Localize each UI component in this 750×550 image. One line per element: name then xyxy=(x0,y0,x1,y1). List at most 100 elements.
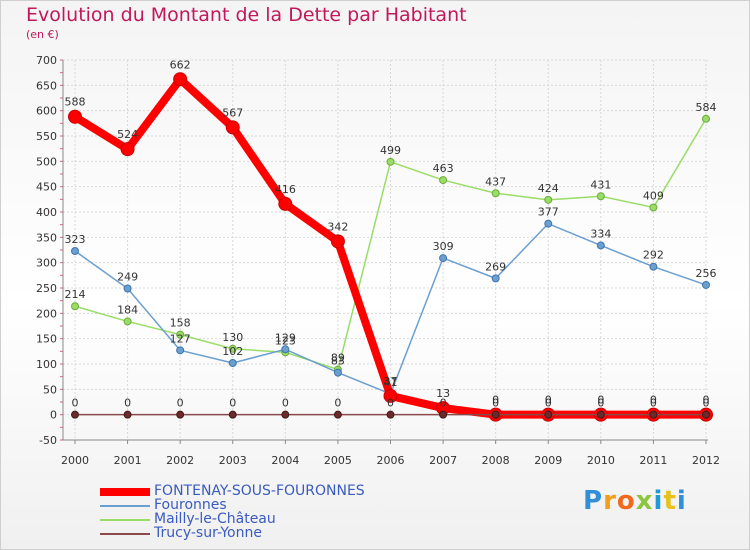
data-label-trucy: 0 xyxy=(124,397,131,410)
proxiti-logo: Proxiti xyxy=(583,486,687,516)
x-tick-label: 2003 xyxy=(219,454,247,467)
data-label-fouronnes: 334 xyxy=(590,227,611,240)
y-tick-label: 0 xyxy=(50,409,57,422)
data-point-trucy xyxy=(123,410,132,419)
logo-letter: x xyxy=(635,486,654,516)
data-label-trucy: 0 xyxy=(597,397,604,410)
y-tick-label: 250 xyxy=(36,282,57,295)
data-point-trucy xyxy=(281,410,290,419)
data-label-mailly: 437 xyxy=(485,175,506,188)
data-label-mailly: 123 xyxy=(275,334,296,347)
x-tick-label: 2004 xyxy=(271,454,299,467)
y-tick-label: 100 xyxy=(36,358,57,371)
data-point-fontenay xyxy=(330,234,345,249)
y-tick-label: 450 xyxy=(36,181,57,194)
logo-letter: i xyxy=(676,486,687,516)
data-label-trucy: 0 xyxy=(703,397,710,410)
data-label-trucy: 0 xyxy=(387,397,394,410)
data-point-mailly xyxy=(123,317,132,326)
data-label-fontenay: 13 xyxy=(436,387,450,400)
data-label-fontenay: 0 xyxy=(597,394,604,407)
data-label-fouronnes: 102 xyxy=(222,345,243,358)
y-tick-label: 400 xyxy=(36,206,57,219)
legend-swatch-trucy xyxy=(100,533,150,535)
data-point-fouronnes xyxy=(176,346,185,355)
data-label-trucy: 0 xyxy=(282,397,289,410)
legend: FONTENAY-SOUS-FOURONNES Fouronnes Mailly… xyxy=(100,483,420,541)
legend-item-fontenay: FONTENAY-SOUS-FOURONNES xyxy=(100,483,420,499)
data-point-fouronnes xyxy=(228,358,237,367)
y-tick-label: 350 xyxy=(36,231,57,244)
x-tick-label: 2005 xyxy=(324,454,352,467)
data-point-trucy xyxy=(386,410,395,419)
logo-letter: o xyxy=(616,486,636,516)
legend-label-fouronnes: Fouronnes xyxy=(154,497,227,513)
data-label-mailly: 431 xyxy=(590,178,611,191)
legend-item-fouronnes: Fouronnes xyxy=(100,497,420,513)
data-point-fouronnes xyxy=(123,284,132,293)
data-point-fouronnes xyxy=(491,274,500,283)
x-tick-label: 2002 xyxy=(166,454,194,467)
y-tick-label: 200 xyxy=(36,307,57,320)
legend-label-fontenay: FONTENAY-SOUS-FOURONNES xyxy=(154,483,365,499)
data-point-mailly xyxy=(491,189,500,198)
x-tick-label: 2006 xyxy=(377,454,405,467)
data-point-fouronnes xyxy=(596,241,605,250)
y-tick-label: 700 xyxy=(36,54,57,67)
data-label-mailly: 89 xyxy=(331,352,345,365)
data-label-trucy: 0 xyxy=(492,397,499,410)
data-point-fontenay xyxy=(173,72,188,87)
data-label-mailly: 214 xyxy=(65,288,86,301)
logo-letter: P xyxy=(583,486,604,516)
data-point-trucy xyxy=(649,410,658,419)
y-tick-label: 300 xyxy=(36,257,57,270)
data-point-mailly xyxy=(71,302,79,311)
legend-label-trucy: Trucy-sur-Yonne xyxy=(154,525,262,541)
chart-title: Evolution du Montant de la Dette par Hab… xyxy=(26,4,467,26)
data-point-trucy xyxy=(333,410,342,419)
data-label-fontenay: 416 xyxy=(275,183,296,196)
data-label-mailly: 499 xyxy=(380,144,401,157)
data-label-trucy: 0 xyxy=(177,397,184,410)
y-tick-label: 650 xyxy=(36,79,57,92)
data-point-mailly xyxy=(702,114,710,123)
x-tick-label: 2011 xyxy=(639,454,667,467)
data-point-fouronnes xyxy=(439,254,448,263)
data-label-trucy: 0 xyxy=(229,397,236,410)
logo-letter: r xyxy=(603,486,617,516)
x-tick-label: 2008 xyxy=(482,454,510,467)
legend-label-mailly: Mailly-le-Château xyxy=(154,511,276,527)
data-point-fouronnes xyxy=(702,280,710,289)
data-point-trucy xyxy=(596,410,605,419)
data-point-fouronnes xyxy=(333,368,342,377)
legend-item-trucy: Trucy-sur-Yonne xyxy=(100,525,420,541)
data-label-fouronnes: 309 xyxy=(433,240,454,253)
data-point-mailly xyxy=(596,192,605,201)
chart-subtitle: (en €) xyxy=(26,28,59,41)
data-point-mailly xyxy=(544,195,553,204)
data-label-fontenay: 342 xyxy=(327,220,348,233)
data-label-fouronnes: 83 xyxy=(331,355,345,368)
data-label-fontenay: 662 xyxy=(170,58,191,71)
data-point-trucy xyxy=(71,410,79,419)
grid xyxy=(63,59,708,441)
data-label-fontenay: 0 xyxy=(650,394,657,407)
data-point-trucy xyxy=(491,410,500,419)
axes: -50 0 50 100 150 200 250 300 350 400 450 500 550 600 6… xyxy=(36,54,720,467)
y-tick-label: 500 xyxy=(36,155,57,168)
data-label-mailly: 584 xyxy=(696,101,717,114)
data-label-fouronnes: 129 xyxy=(275,331,296,344)
data-label-trucy: 0 xyxy=(545,397,552,410)
x-tick-label: 2007 xyxy=(429,454,457,467)
y-tick-label: -50 xyxy=(39,434,57,447)
legend-item-mailly: Mailly-le-Château xyxy=(100,511,420,527)
data-point-trucy xyxy=(176,410,185,419)
series-lines xyxy=(68,72,713,422)
data-point-mailly xyxy=(386,157,395,166)
data-label-mailly: 158 xyxy=(170,317,191,330)
data-point-fontenay xyxy=(278,196,293,211)
data-label-mailly: 184 xyxy=(117,303,138,316)
x-tick-label: 2001 xyxy=(114,454,142,467)
